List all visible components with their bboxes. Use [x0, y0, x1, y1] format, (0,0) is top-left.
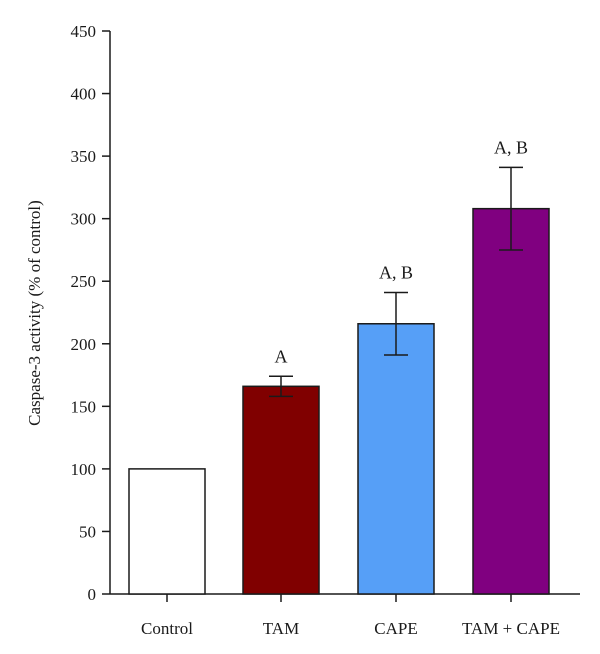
y-tick-label: 0 [88, 585, 97, 604]
y-axis: 0 50 100 150 200 250 300 350 400 450 [71, 22, 111, 604]
y-tick-label: 250 [71, 272, 97, 291]
bar-tam-cape [472, 207, 550, 595]
y-tick-label: 50 [79, 522, 96, 541]
x-tick-label: CAPE [374, 619, 417, 638]
bar-cape [357, 323, 435, 595]
y-tick-label: 200 [71, 335, 97, 354]
significance-label: A [275, 346, 288, 366]
y-tick-label: 450 [71, 22, 97, 41]
x-tick-label: Control [141, 619, 193, 638]
y-tick-label: 100 [71, 460, 97, 479]
y-tick-label: 400 [71, 85, 97, 104]
y-tick-label: 150 [71, 397, 97, 416]
bar-tam [242, 385, 320, 595]
y-tick-label: 350 [71, 147, 97, 166]
bars: A A, B A, B [128, 137, 550, 595]
x-axis: Control TAM CAPE TAM + CAPE [110, 593, 580, 638]
y-tick-label: 300 [71, 210, 97, 229]
x-tick-label: TAM [263, 619, 299, 638]
significance-label: A, B [379, 262, 413, 282]
x-tick-label: TAM + CAPE [462, 619, 560, 638]
significance-label: A, B [494, 137, 528, 157]
bar-control [128, 468, 206, 595]
y-axis-title: Caspase-3 activity (% of control) [25, 200, 44, 426]
